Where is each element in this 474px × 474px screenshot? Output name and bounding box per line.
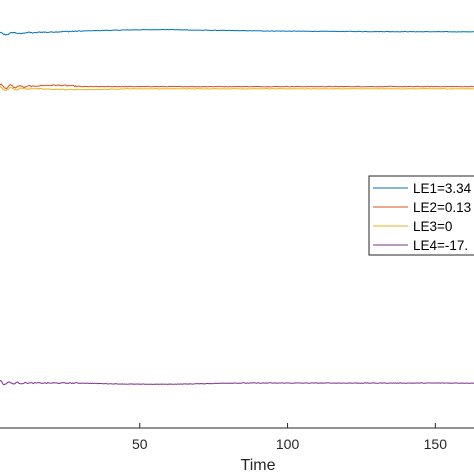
legend-label-3: LE3=0 bbox=[413, 219, 452, 234]
x-tick-label-150: 150 bbox=[424, 436, 448, 452]
series-line-3 bbox=[0, 85, 474, 91]
series-line-4 bbox=[0, 380, 474, 386]
legend: LE1=3.34 LE2=0.13 LE3=0 LE4=-17. bbox=[368, 175, 474, 256]
series-line-2 bbox=[0, 83, 474, 90]
series-line-1 bbox=[0, 28, 474, 36]
x-tick-label-100: 100 bbox=[276, 436, 300, 452]
x-tick-label-50: 50 bbox=[132, 436, 148, 452]
legend-label-2: LE2=0.13 bbox=[413, 200, 471, 215]
plot-area bbox=[0, 28, 474, 386]
legend-box bbox=[368, 175, 474, 256]
x-axis: 50 100 150 bbox=[0, 423, 474, 452]
legend-label-1: LE1=3.34 bbox=[413, 181, 472, 196]
legend-label-4: LE4=-17. bbox=[413, 238, 468, 253]
x-axis-label: Time bbox=[241, 457, 276, 474]
